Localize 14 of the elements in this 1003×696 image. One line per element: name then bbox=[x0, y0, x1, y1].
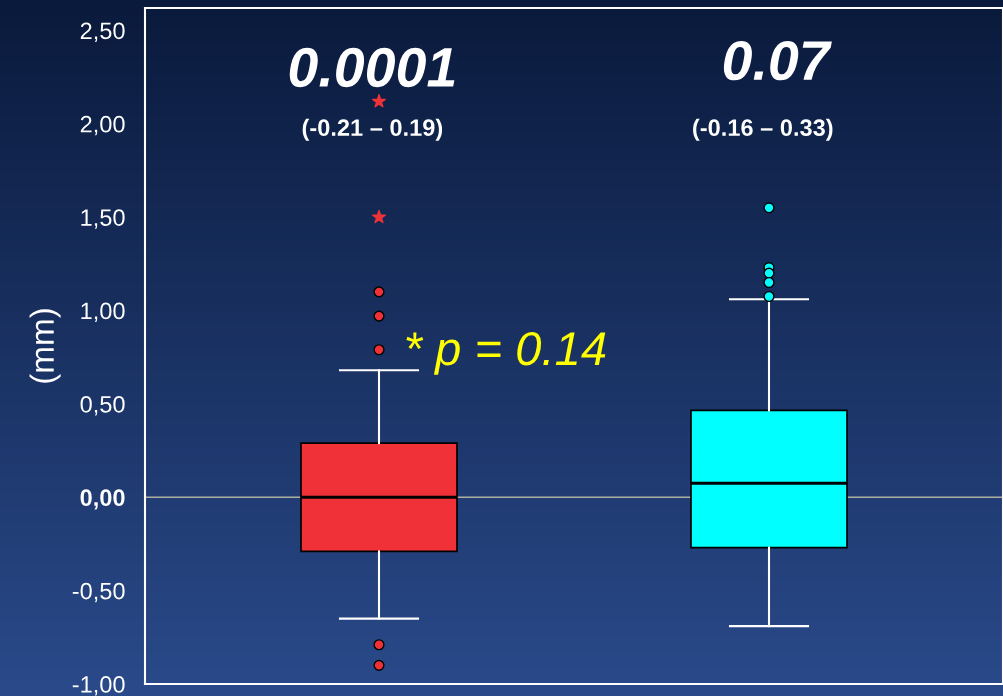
y-tick-label: 0,50 bbox=[80, 395, 125, 416]
annotation: * p = 0.14 bbox=[406, 332, 606, 375]
annotation: 0.0001 bbox=[289, 47, 455, 88]
annotation: (-0.16 – 0.33) bbox=[693, 118, 833, 141]
annotation: (-0.21 – 0.19) bbox=[302, 118, 443, 141]
y-tick-label: -1,00 bbox=[72, 676, 125, 696]
annotation: 0.07 bbox=[723, 41, 832, 81]
y-tick-label: -0,50 bbox=[72, 582, 125, 603]
y-tick-label: 2,00 bbox=[80, 115, 125, 136]
y-tick-label: 1,50 bbox=[81, 209, 125, 229]
y-tick-label: 0,00 bbox=[80, 489, 125, 510]
y-tick-label: 2,50 bbox=[80, 22, 125, 42]
y-tick-label: 1,00 bbox=[81, 302, 125, 323]
y-axis-title: (mm) bbox=[29, 309, 61, 383]
